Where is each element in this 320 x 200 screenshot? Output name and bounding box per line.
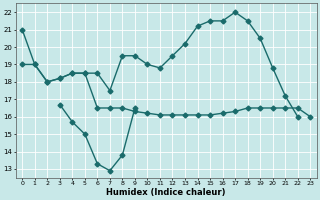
X-axis label: Humidex (Indice chaleur): Humidex (Indice chaleur) [107, 188, 226, 197]
